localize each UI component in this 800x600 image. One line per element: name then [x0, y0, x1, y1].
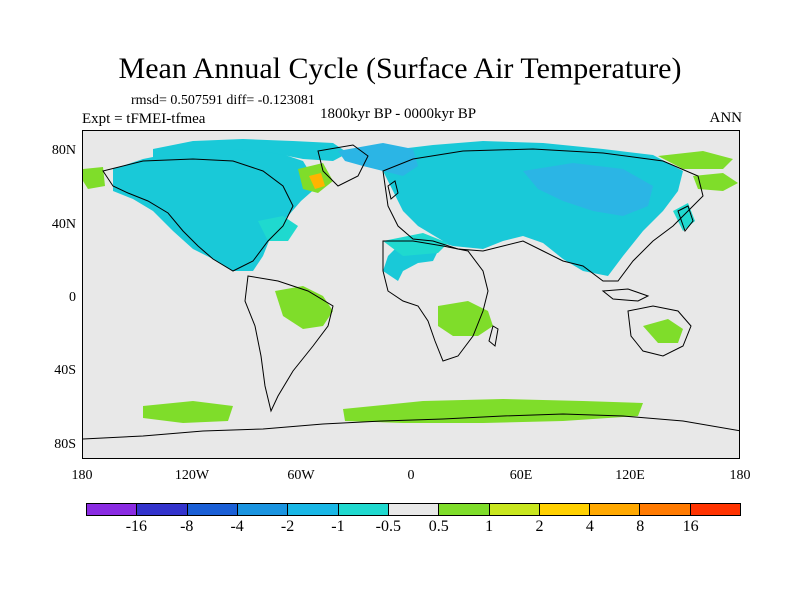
- greenland-sea-cool-region: [338, 143, 418, 176]
- x-tick-label-120w: 120W: [174, 468, 210, 483]
- siberia-deep-cool-region: [523, 163, 653, 216]
- greenland-coast: [317, 144, 369, 187]
- world-map: [83, 131, 739, 458]
- legend-label: -16: [125, 518, 148, 535]
- africa-warm-region: [438, 301, 493, 336]
- x-tick-label-180w: 180: [71, 468, 93, 483]
- plot-title: Mean Annual Cycle (Surface Air Temperatu…: [118, 52, 682, 85]
- japan-coast: [677, 205, 694, 233]
- legend-label: -0.5: [375, 518, 401, 535]
- cooling-regions: [113, 139, 695, 281]
- y-tick-label-0: 0: [69, 290, 76, 305]
- legend-label: 1: [485, 518, 494, 535]
- legend-label: 2: [535, 518, 544, 535]
- x-tick-label-60e: 60E: [509, 468, 533, 483]
- labrador-hot-patch: [309, 173, 325, 189]
- y-tick-label-40n: 40N: [51, 217, 76, 232]
- legend-color-box: [137, 504, 188, 515]
- experiment-label: Expt = tFMEI-tfmea: [82, 111, 206, 127]
- madagascar-coast: [488, 325, 499, 347]
- period-label: 1800kyr BP - 0000kyr BP: [320, 106, 477, 122]
- east-siberia-warm-patch: [658, 151, 733, 169]
- europe-asia-coast: [382, 148, 704, 282]
- legend-color-box: [640, 504, 691, 515]
- legend-color-box: [690, 504, 741, 515]
- x-tick-label-60w: 60W: [287, 468, 315, 483]
- legend-color-box: [187, 504, 238, 515]
- map-frame: [82, 130, 740, 459]
- south-america-coast: [244, 275, 334, 413]
- legend-label: -8: [180, 518, 194, 535]
- legend-color-box: [87, 504, 138, 515]
- season-label: ANN: [709, 110, 743, 126]
- legend-label: -1: [331, 518, 345, 535]
- antarctic-warm-band-west: [143, 401, 233, 423]
- legend-color-box: [288, 504, 339, 515]
- stats-text: rmsd= 0.507591 diff= -0.123081: [131, 93, 315, 108]
- legend-label: 8: [636, 518, 645, 535]
- x-tick-label-120e: 120E: [615, 468, 645, 483]
- north-america-cool-region: [113, 147, 318, 271]
- legend-color-box: [237, 504, 289, 515]
- warming-regions: [83, 151, 738, 423]
- x-tick-label-180e: 180: [729, 468, 751, 483]
- y-tick-label-80n: 80N: [51, 143, 76, 158]
- atlantic-cool-patch: [258, 216, 298, 241]
- chukotka-warm-patch: [693, 173, 738, 191]
- legend-label: 0.5: [428, 518, 449, 535]
- y-tick-label-80s: 80S: [54, 437, 76, 452]
- antarctic-warm-band-east: [343, 399, 643, 423]
- africa-coast: [382, 240, 489, 362]
- north-america-coast: [102, 158, 294, 272]
- indonesia-coast: [601, 288, 650, 302]
- legend-color-box: [388, 504, 440, 515]
- y-tick-label-40s: 40S: [54, 363, 76, 378]
- legend-color-box: [539, 504, 591, 515]
- antarctica-coast: [83, 413, 739, 440]
- legend-label: -2: [280, 518, 295, 535]
- coastlines: [83, 144, 739, 440]
- alaska-warm-patch: [83, 167, 105, 189]
- uk-coast: [387, 180, 399, 200]
- legend-color-box: [489, 504, 540, 515]
- mediterranean-cool-patch: [383, 233, 448, 256]
- color-legend-bar: [86, 503, 741, 516]
- australia-coast: [627, 305, 692, 357]
- legend-label: 4: [585, 518, 594, 535]
- australia-warm-region: [643, 319, 683, 343]
- arctic-cool-region: [153, 139, 348, 161]
- x-tick-label-0: 0: [407, 468, 415, 483]
- legend-color-box: [439, 504, 490, 515]
- legend-color-box: [590, 504, 641, 515]
- legend-color-box: [338, 504, 389, 515]
- legend-label: -4: [230, 518, 244, 535]
- legend-label: 16: [682, 518, 699, 535]
